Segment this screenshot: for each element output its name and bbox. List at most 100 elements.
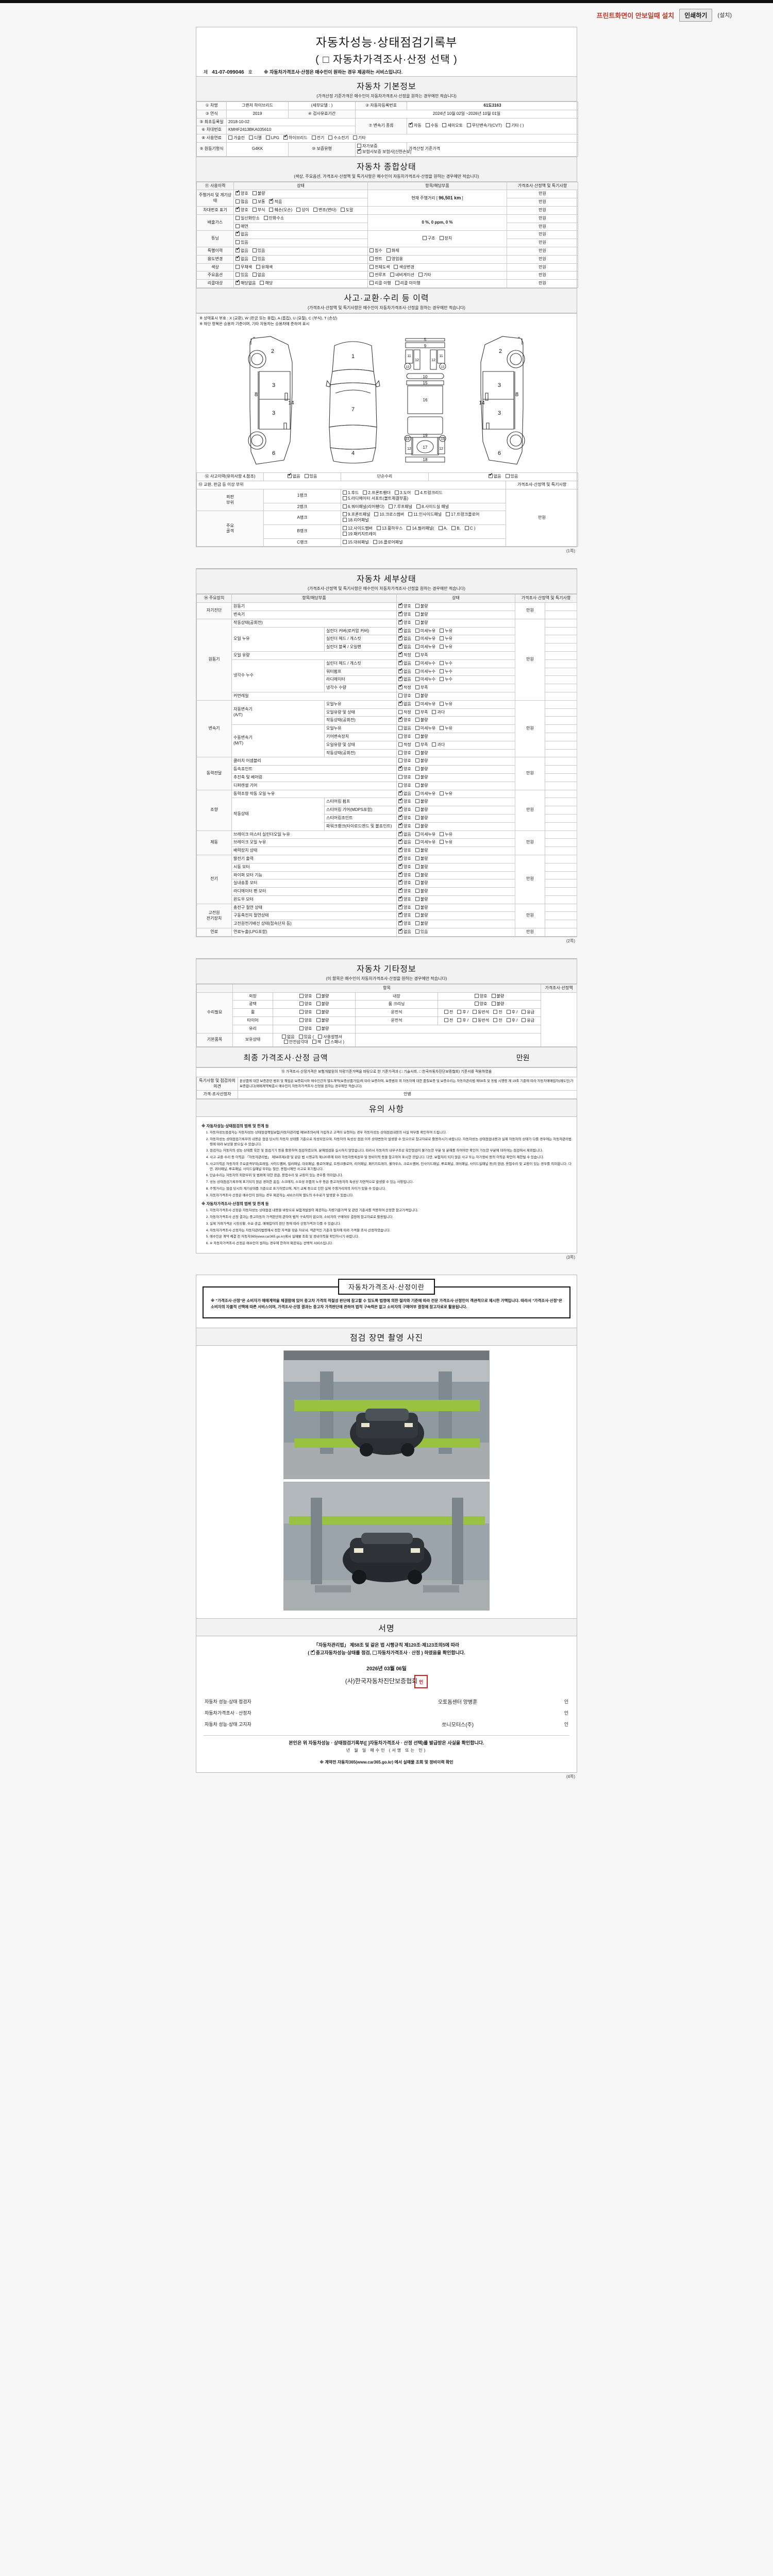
other-ropt-0-2-2[interactable]: 동반석 — [473, 1010, 489, 1015]
overall-opt-0-0-0[interactable]: 양호 — [236, 190, 248, 197]
checkbox-icon[interactable] — [398, 838, 403, 844]
checkbox-icon[interactable] — [440, 840, 444, 844]
other-lopt-1-0-3[interactable]: 안전삼각대 — [283, 1040, 308, 1045]
checkbox-icon[interactable] — [386, 248, 391, 252]
detail-opt-5-1-2[interactable]: 누유 — [440, 840, 452, 845]
checkbox-icon[interactable] — [440, 628, 444, 633]
overall-item-opt-8-1[interactable]: 리콜 미이행 — [395, 281, 421, 286]
checkbox-icon[interactable] — [398, 716, 403, 722]
overall-opt-5-1[interactable]: 있음 — [252, 256, 265, 262]
checkbox-icon[interactable] — [325, 1040, 330, 1044]
checkbox-icon[interactable] — [236, 215, 240, 220]
checkbox-icon[interactable] — [457, 1010, 462, 1014]
detail-opt-6-4-0[interactable]: 양호 — [398, 887, 411, 894]
detail-opt-6-1-0[interactable]: 양호 — [398, 863, 411, 870]
detail-opt-2-1-1[interactable]: 부족 — [415, 709, 428, 716]
checkbox-icon[interactable] — [398, 911, 403, 918]
detail-opt-4-3-1[interactable]: 불량 — [415, 815, 428, 821]
checkbox-icon[interactable] — [299, 1002, 304, 1006]
checkbox-icon[interactable] — [440, 726, 444, 731]
detail-opt-5-2-1[interactable]: 불량 — [415, 848, 428, 854]
detail-opt-1-7-1[interactable]: 미세누수 — [415, 677, 435, 683]
checkbox-icon[interactable] — [415, 758, 419, 763]
checkbox-icon[interactable] — [252, 191, 257, 196]
checkbox-icon[interactable] — [398, 750, 403, 755]
other-ropt-0-3-1[interactable]: 후 / — [457, 1018, 468, 1024]
detail-opt-5-1-0[interactable]: 없음 — [398, 838, 411, 845]
checkbox-icon[interactable] — [299, 1010, 304, 1014]
checkbox-icon[interactable] — [252, 199, 257, 204]
checkbox-icon[interactable] — [398, 806, 403, 812]
checkbox-icon[interactable] — [369, 281, 374, 285]
checkbox-icon[interactable] — [283, 134, 288, 140]
checkbox-icon[interactable] — [299, 1018, 304, 1023]
detail-opt-2-1-2[interactable]: 과다 — [432, 709, 445, 716]
other-ropt-0-3-5[interactable]: 응급 — [522, 1018, 534, 1024]
overall-opt-4-1[interactable]: 있음 — [252, 248, 265, 254]
detail-opt-8-0-0[interactable]: 없음 — [398, 928, 411, 935]
checkbox-icon[interactable] — [386, 256, 391, 261]
simple-repair-option-1[interactable]: 있음 — [505, 474, 518, 480]
detail-opt-5-0-0[interactable]: 없음 — [398, 831, 411, 838]
checkbox-icon[interactable] — [457, 1018, 462, 1023]
detail-opt-3-3-0[interactable]: 양호 — [398, 783, 411, 789]
detail-opt-3-0-1[interactable]: 불량 — [415, 758, 428, 764]
detail-opt-2-6-0[interactable]: 양호 — [398, 750, 411, 756]
checkbox-icon[interactable] — [415, 880, 419, 885]
overall-opt-3-1-0[interactable]: 있음 — [236, 240, 248, 246]
checkbox-icon[interactable] — [415, 783, 419, 787]
checkbox-icon[interactable] — [283, 1040, 288, 1044]
checkbox-icon[interactable] — [252, 256, 257, 261]
detail-opt-0-0-0[interactable]: 양호 — [398, 602, 411, 609]
other-lopt-0-0-0[interactable]: 양호 — [299, 993, 312, 999]
checkbox-icon[interactable] — [398, 684, 403, 690]
detail-opt-6-2-1[interactable]: 불량 — [415, 872, 428, 878]
accident-part-0-1-0[interactable]: 6.쿼터패널(리어휀다) — [343, 504, 384, 510]
checkbox-icon[interactable] — [398, 920, 403, 926]
detail-opt-3-1-0[interactable]: 양호 — [398, 765, 411, 772]
simple-repair-option-0[interactable]: 없음 — [488, 472, 501, 480]
fuel-option-4[interactable]: 전기 — [311, 135, 324, 141]
checkbox-icon[interactable] — [506, 1018, 511, 1023]
other-ropt-0-3-2[interactable]: 동반석 — [473, 1018, 489, 1024]
checkbox-icon[interactable] — [398, 619, 403, 624]
checkbox-icon[interactable] — [398, 765, 403, 771]
overall-item-opt-4-1[interactable]: 화재 — [386, 248, 399, 254]
accident-part-1-1-2[interactable]: 14.필러패널( — [407, 526, 434, 532]
checkbox-icon[interactable] — [415, 864, 419, 869]
checkbox-icon[interactable] — [398, 846, 403, 853]
detail-opt-0-0-1[interactable]: 불량 — [415, 604, 428, 609]
other-lopt-0-0-1[interactable]: 불량 — [316, 993, 329, 999]
accident-part-1-2-0[interactable]: 15.대쉬패널 — [343, 539, 369, 546]
detail-opt-2-6-1[interactable]: 불량 — [415, 750, 428, 756]
detail-opt-7-1-1[interactable]: 불량 — [415, 913, 428, 919]
detail-opt-6-3-1[interactable]: 불량 — [415, 880, 428, 886]
detail-opt-7-2-1[interactable]: 불량 — [415, 921, 428, 927]
other-ropt-0-0-0[interactable]: 양호 — [474, 993, 488, 999]
detail-opt-1-1-0[interactable]: 없음 — [398, 627, 411, 634]
detail-opt-1-2-0[interactable]: 없음 — [398, 635, 411, 642]
checkbox-icon[interactable] — [474, 993, 479, 998]
other-ropt-0-3-0[interactable]: 전 — [444, 1018, 453, 1024]
overall-opt-1-4[interactable]: 변조(변타) — [313, 207, 337, 213]
checkbox-icon[interactable] — [415, 645, 419, 649]
detail-opt-6-0-0[interactable]: 양호 — [398, 855, 411, 862]
accident-part-1-0-4[interactable]: 18.리어패널 — [343, 518, 369, 523]
checkbox-icon[interactable] — [415, 799, 419, 804]
detail-opt-5-2-0[interactable]: 양호 — [398, 846, 411, 854]
other-ropt-0-3-4[interactable]: 후 / — [506, 1018, 517, 1024]
checkbox-icon[interactable] — [415, 896, 419, 901]
checkbox-icon[interactable] — [398, 855, 403, 860]
checkbox-icon[interactable] — [440, 660, 444, 665]
detail-opt-7-2-0[interactable]: 양호 — [398, 920, 411, 927]
checkbox-icon[interactable] — [340, 207, 345, 212]
checkbox-icon[interactable] — [522, 1010, 526, 1014]
checkbox-icon[interactable] — [236, 255, 240, 261]
checkbox-icon[interactable] — [296, 207, 301, 212]
accident-part-0-1-1[interactable]: 7.루프패널 — [388, 504, 412, 510]
overall-item-opt-7-0[interactable]: 썬루프 — [369, 273, 386, 278]
checkbox-icon[interactable] — [269, 198, 274, 204]
checkbox-icon[interactable] — [398, 675, 403, 682]
detail-opt-7-0-1[interactable]: 불량 — [415, 905, 428, 911]
detail-opt-7-0-0[interactable]: 양호 — [398, 904, 411, 911]
